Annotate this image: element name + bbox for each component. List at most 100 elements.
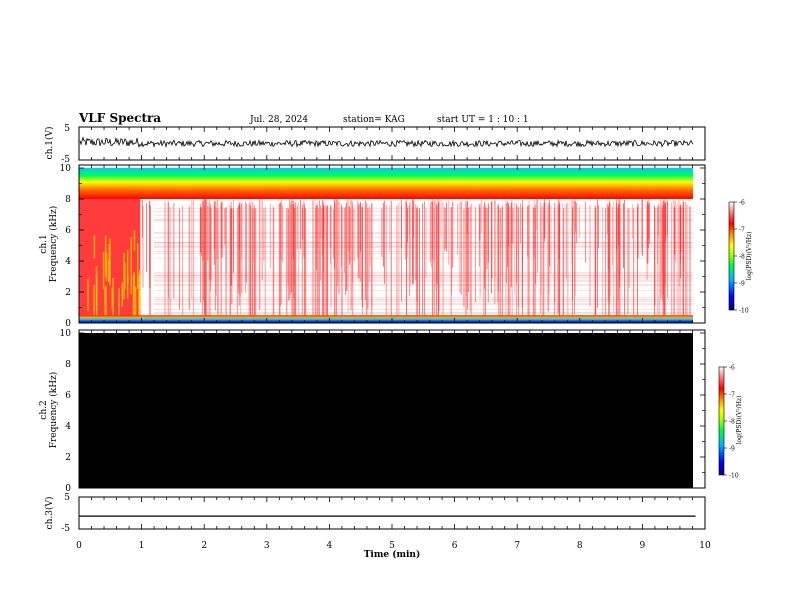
sferic-streak xyxy=(548,206,550,312)
frequency-tick-label: 0 xyxy=(65,484,71,494)
sferic-streak xyxy=(432,202,433,322)
sferic-streak xyxy=(280,202,282,260)
sferic-streak xyxy=(360,202,361,252)
sferic-streak xyxy=(210,206,212,323)
sferic-streak xyxy=(475,207,476,302)
sferic-streak xyxy=(470,203,472,323)
sferic-streak xyxy=(694,204,695,264)
sferic-streak xyxy=(540,202,542,314)
noise-streak xyxy=(126,249,129,284)
sferic-streak xyxy=(571,206,573,323)
ch1-ytick-top: 5 xyxy=(64,124,70,134)
hum-line xyxy=(154,251,693,252)
noise-streak xyxy=(136,243,139,289)
sferic-streak xyxy=(589,205,591,307)
sferic-streak xyxy=(508,204,509,317)
hum-line xyxy=(154,242,693,243)
sferic-streak xyxy=(252,201,254,320)
sferic-streak xyxy=(406,202,407,323)
ch1-colorbar-scale xyxy=(728,201,735,311)
sferic-streak xyxy=(657,206,659,265)
sferic-streak xyxy=(533,199,535,258)
sferic-streak xyxy=(220,204,222,323)
sferic-streak xyxy=(345,202,347,291)
sferic-streak xyxy=(575,201,577,232)
sferic-streak xyxy=(608,202,610,272)
sferic-streak xyxy=(254,208,255,323)
sferic-streak xyxy=(605,208,607,323)
sferic-streak xyxy=(389,206,391,253)
sferic-streak xyxy=(239,206,241,323)
sferic-streak xyxy=(543,199,545,242)
sferic-streak xyxy=(281,199,282,304)
sferic-streak xyxy=(316,208,318,254)
sferic-streak xyxy=(445,202,447,252)
sferic-streak xyxy=(508,203,509,246)
sferic-streak xyxy=(293,207,295,323)
sferic-streak xyxy=(193,200,195,323)
noise-streak xyxy=(108,260,110,283)
sferic-streak xyxy=(229,208,231,323)
sferic-streak xyxy=(680,207,682,252)
sferic-streak xyxy=(323,205,325,323)
sferic-streak xyxy=(291,204,293,323)
sferic-streak xyxy=(412,199,414,285)
sferic-streak xyxy=(322,203,324,247)
noise-streak xyxy=(87,279,89,311)
colorbar-tick-label: -8 xyxy=(729,419,735,426)
sferic-streak xyxy=(572,199,574,235)
sferic-streak xyxy=(221,201,223,258)
sferic-streak xyxy=(289,203,291,295)
hum-line xyxy=(154,299,693,300)
sferic-streak xyxy=(320,208,322,239)
sferic-streak xyxy=(520,203,521,244)
sferic-streak xyxy=(693,202,694,299)
colorbar-tick-label: -6 xyxy=(729,365,735,372)
sferic-streak xyxy=(385,205,387,323)
time-tick-label: 5 xyxy=(389,541,395,551)
sferic-streak xyxy=(316,204,318,271)
sferic-streak xyxy=(362,204,363,318)
sferic-streak xyxy=(422,203,423,323)
sferic-streak xyxy=(619,208,621,274)
sferic-streak xyxy=(437,199,439,323)
ch1-spectrogram-channel-label: ch.1 xyxy=(39,234,49,253)
sferic-streak xyxy=(241,203,243,294)
noise-streak xyxy=(118,288,120,323)
ch1-waveform-ylabel: ch.1(V) xyxy=(44,127,55,160)
sferic-streak xyxy=(305,208,307,323)
sferic-streak xyxy=(231,208,233,305)
sferic-streak xyxy=(336,199,338,323)
colorbar-tick-label: -7 xyxy=(729,392,735,399)
sferic-streak xyxy=(607,207,609,269)
noise-streak xyxy=(109,238,111,286)
sferic-streak xyxy=(673,200,675,323)
sferic-streak xyxy=(220,206,222,274)
sferic-streak xyxy=(322,200,323,323)
sferic-streak xyxy=(231,207,233,285)
sferic-streak xyxy=(142,206,144,288)
start-time-label: start UT = 1 : 10 : 1 xyxy=(437,115,529,125)
sferic-streak xyxy=(213,200,215,266)
sferic-streak xyxy=(233,208,234,274)
burst-line xyxy=(204,199,207,319)
sferic-streak xyxy=(320,205,322,281)
sferic-streak xyxy=(273,207,275,323)
time-tick-label: 7 xyxy=(514,541,520,551)
sferic-streak xyxy=(214,201,216,311)
sferic-streak xyxy=(358,204,360,279)
sferic-streak xyxy=(236,207,238,323)
sferic-streak xyxy=(457,203,459,255)
sferic-streak xyxy=(491,201,492,294)
sferic-streak xyxy=(671,202,673,323)
sferic-streak xyxy=(229,204,231,323)
hum-line xyxy=(154,242,693,244)
sferic-streak xyxy=(484,201,486,280)
sferic-streak xyxy=(323,206,325,239)
frequency-tick-label: 10 xyxy=(60,329,72,339)
sferic-streak xyxy=(425,207,427,278)
sferic-streak xyxy=(469,205,471,312)
sferic-streak xyxy=(444,207,446,249)
hum-line xyxy=(154,279,693,281)
sferic-streak xyxy=(230,201,232,286)
